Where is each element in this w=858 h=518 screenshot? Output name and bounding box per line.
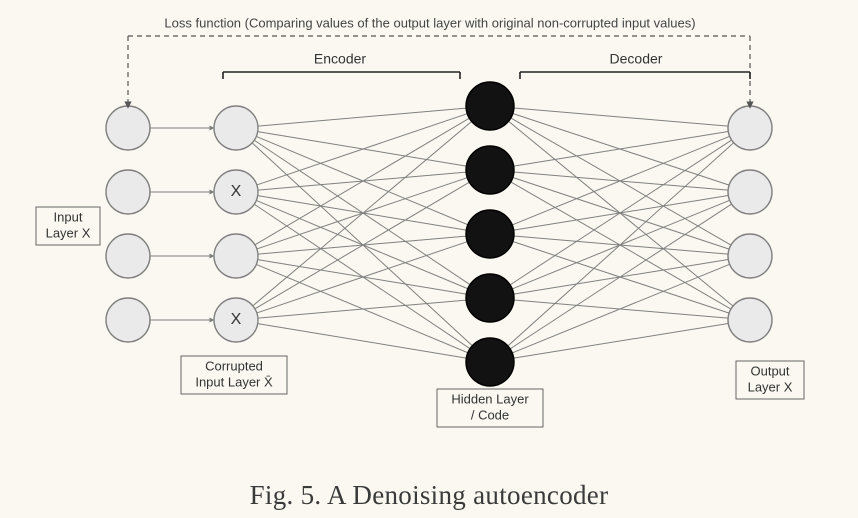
neuron-light — [106, 234, 150, 278]
neuron-dark — [466, 274, 514, 322]
svg-text:Layer X: Layer X — [46, 225, 91, 240]
neuron-dark — [466, 82, 514, 130]
neuron-light — [214, 106, 258, 150]
figure-caption: Fig. 5. A Denoising autoencoder — [0, 480, 858, 511]
neuron-light — [728, 170, 772, 214]
svg-text:Output: Output — [750, 363, 789, 378]
svg-text:Input: Input — [54, 209, 83, 224]
neuron-dark — [466, 338, 514, 386]
neuron-dark — [466, 210, 514, 258]
diagram-root: X X Loss function (Comparing values of the… — [0, 0, 858, 518]
neuron-dark — [466, 146, 514, 194]
neuron-light — [106, 170, 150, 214]
encoder-label: Encoder — [314, 51, 366, 67]
autoencoder-svg: X X Loss function (Comparing values of the… — [0, 0, 858, 518]
svg-text:Corrupted: Corrupted — [205, 358, 263, 373]
neuron-light — [728, 106, 772, 150]
neuron-light — [728, 234, 772, 278]
neuron-light — [728, 298, 772, 342]
decoder-label: Decoder — [610, 51, 663, 67]
neuron-light — [214, 234, 258, 278]
loss-text: Loss function (Comparing values of the o… — [164, 15, 695, 30]
svg-text:/ Code: / Code — [471, 407, 509, 422]
svg-text:Input Layer X̄: Input Layer X̄ — [195, 374, 273, 389]
svg-text:Hidden Layer: Hidden Layer — [451, 391, 529, 406]
corruption-mark: X — [231, 183, 242, 200]
corruption-mark: X — [231, 311, 242, 328]
neuron-light — [106, 106, 150, 150]
neuron-light — [106, 298, 150, 342]
svg-text:Layer X: Layer X — [748, 379, 793, 394]
